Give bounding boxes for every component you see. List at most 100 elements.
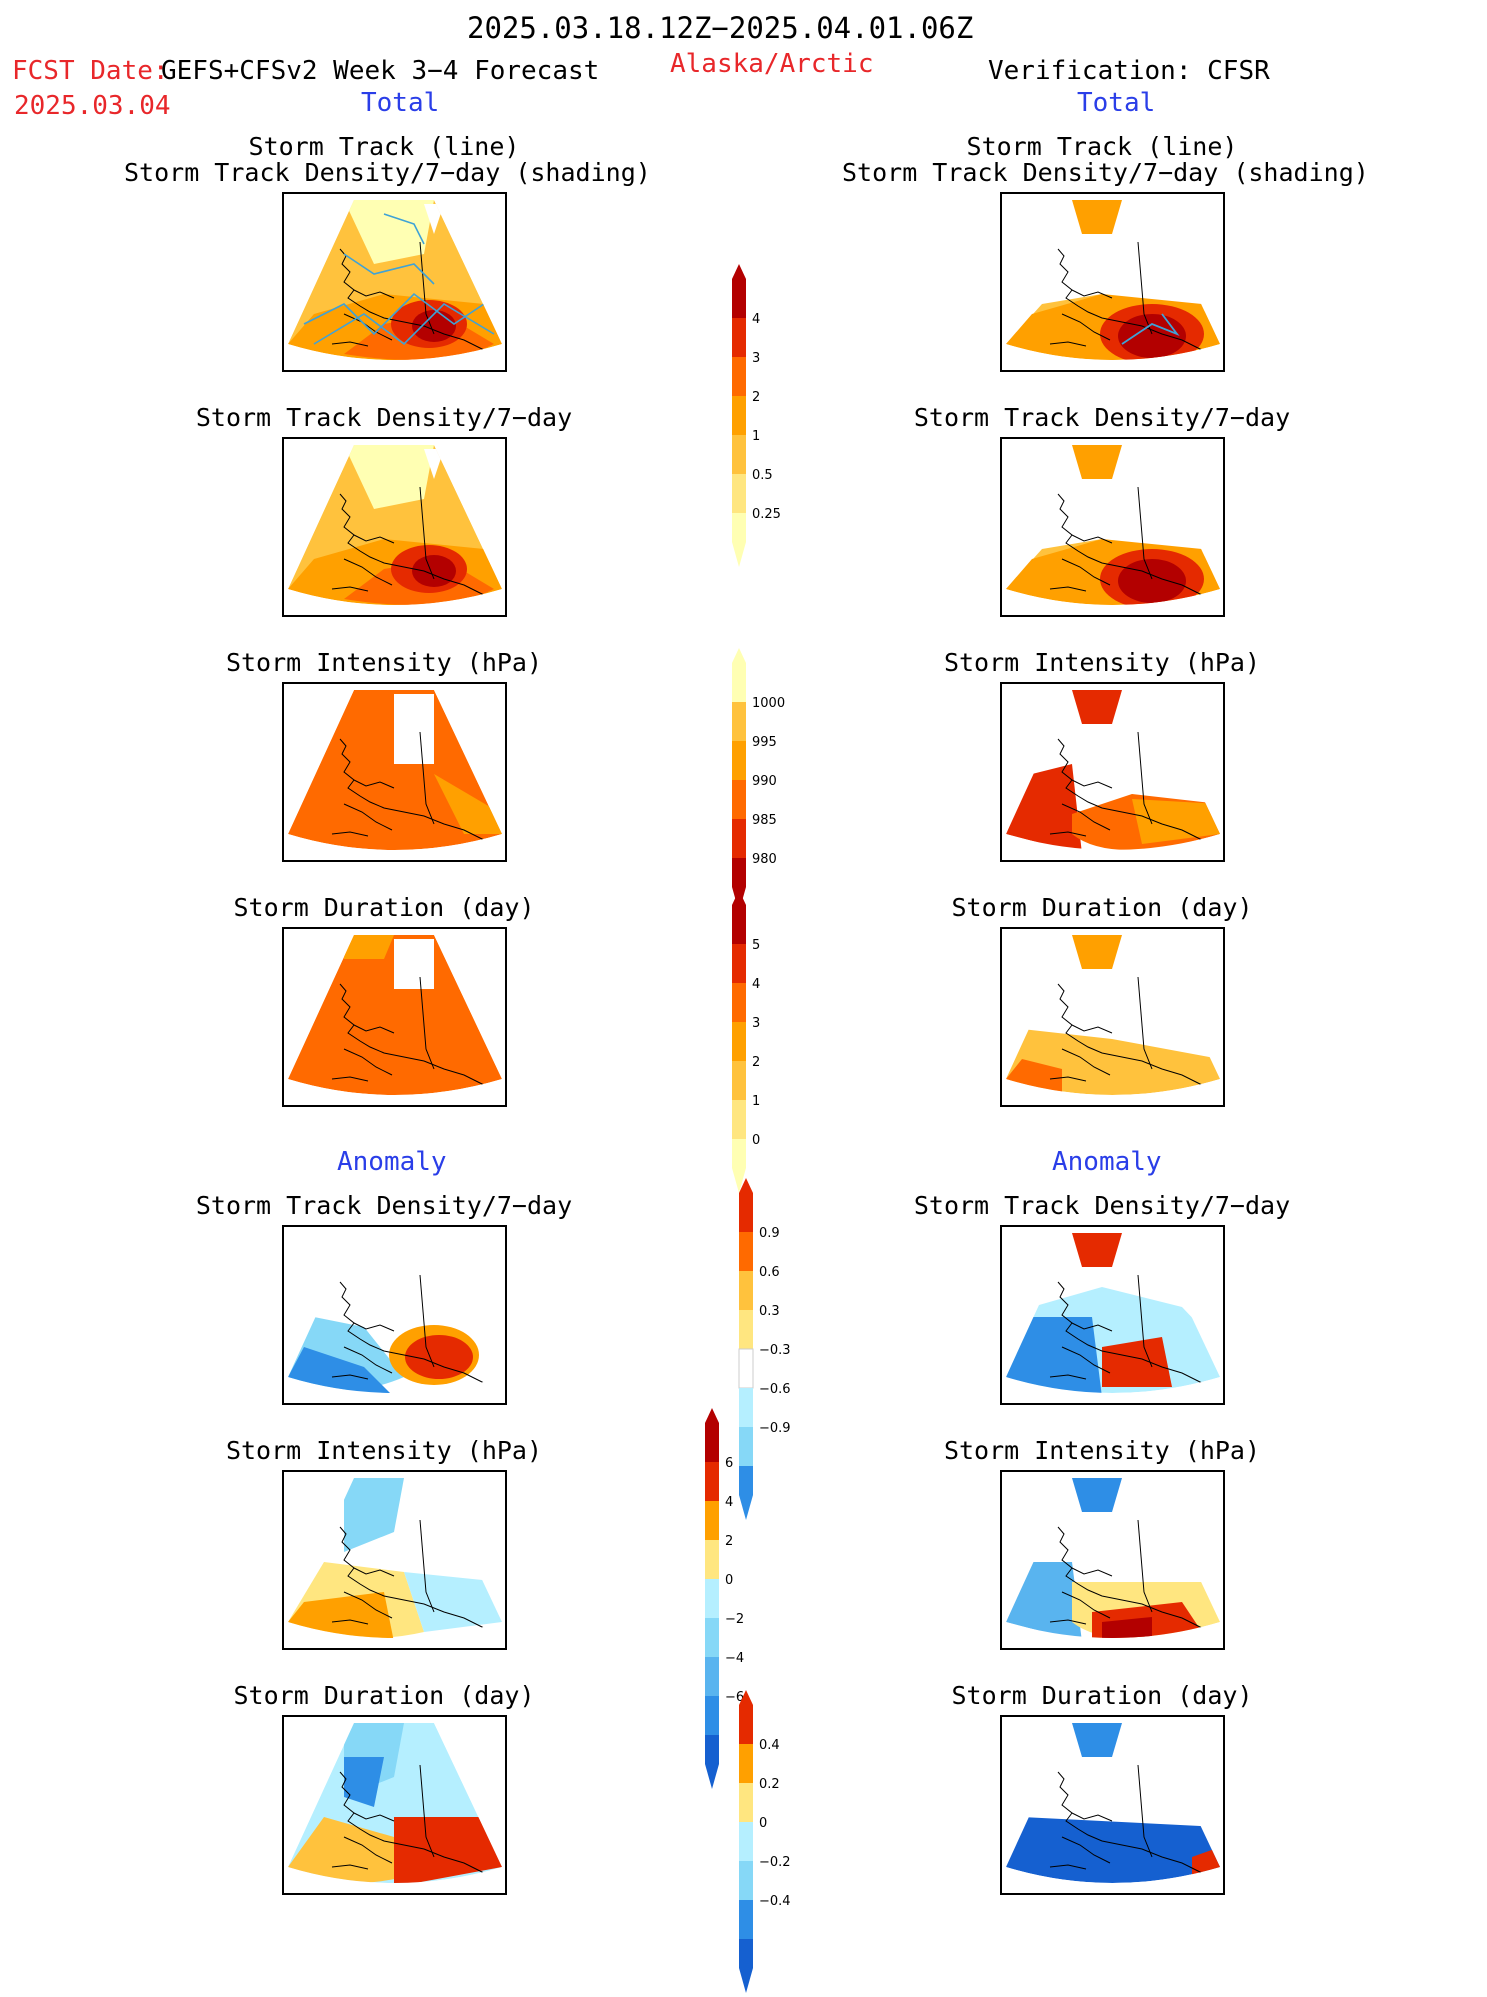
colorbar-tick-label: −0.2 — [759, 1855, 791, 1870]
colorbar-segment — [739, 1690, 753, 1744]
left-total-label: Total — [361, 88, 440, 118]
map-forecast-intensity — [282, 682, 507, 862]
map-forecast-duration — [282, 927, 507, 1107]
colorbar-tick-label: 0.6 — [759, 1265, 780, 1280]
map-verification-density-anomaly — [1000, 1225, 1225, 1405]
map-verification-intensity-anomaly — [1000, 1470, 1225, 1650]
colorbar-tick-label: −0.6 — [759, 1382, 791, 1397]
left-track-title-1: Storm Track (line) — [248, 132, 520, 161]
colorbar-segment — [732, 780, 746, 819]
verification-label: Verification: CFSR — [988, 56, 1270, 86]
colorbar-segment — [739, 1232, 753, 1271]
colorbar-segment — [705, 1735, 719, 1789]
colorbar-segment — [705, 1618, 719, 1657]
map-verification-duration — [1000, 927, 1225, 1107]
colorbar-segment — [739, 1466, 753, 1520]
colorbar-segment — [732, 264, 746, 318]
colorbar-segment — [739, 1744, 753, 1783]
left-anom-intensity-title: Storm Intensity (hPa) — [225, 1436, 543, 1465]
colorbar-tick-label: 1 — [752, 429, 760, 444]
colorbar-segment — [739, 1178, 753, 1232]
colorbar-tick-label: 0.25 — [752, 507, 781, 522]
colorbar-tick-label: 0 — [759, 1816, 767, 1831]
map-verification-duration-anomaly — [1000, 1715, 1225, 1895]
colorbar-segment — [705, 1540, 719, 1579]
colorbar-segment — [732, 702, 746, 741]
colorbar-segment — [732, 435, 746, 474]
colorbar-segment — [732, 357, 746, 396]
right-anom-density-title: Storm Track Density/7−day — [913, 1191, 1291, 1220]
right-density-title: Storm Track Density/7−day — [913, 403, 1291, 432]
colorbar-intensity-anomaly: 6 4 2 0 −2 −4 −6 — [695, 1408, 765, 1793]
right-total-label: Total — [1077, 88, 1156, 118]
colorbar-tick-label: 0.2 — [759, 1777, 780, 1792]
colorbar-segment — [732, 741, 746, 780]
map-verification-intensity — [1000, 682, 1225, 862]
colorbar-segment — [705, 1696, 719, 1735]
colorbar-tick-label: 985 — [752, 813, 777, 828]
colorbar-tick-label: 4 — [752, 977, 760, 992]
colorbar-density-anomaly: 0.9 0.6 0.3 −0.3 −0.6 −0.9 — [729, 1178, 799, 1524]
colorbar-segment — [739, 1271, 753, 1310]
colorbar-segment — [732, 1061, 746, 1100]
map-verification-track-density — [1000, 192, 1225, 372]
left-anom-duration-title: Storm Duration (day) — [233, 1681, 535, 1710]
colorbar-tick-label: 2 — [752, 1055, 760, 1070]
colorbar-duration-anomaly: 0.4 0.2 0 −0.2 −0.4 — [729, 1690, 799, 1997]
map-forecast-density-anomaly — [282, 1225, 507, 1405]
colorbar-tick-label: 0.4 — [759, 1738, 780, 1753]
colorbar-segment — [739, 1783, 753, 1822]
colorbar-segment — [732, 513, 746, 567]
map-verification-density — [1000, 437, 1225, 617]
right-anom-intensity-title: Storm Intensity (hPa) — [943, 1436, 1261, 1465]
colorbar-duration-total: 5 4 3 2 1 0 — [722, 890, 792, 1197]
left-anom-density-title: Storm Track Density/7−day — [195, 1191, 573, 1220]
right-track-title-2: Storm Track Density/7−day (shading) — [842, 158, 1369, 187]
colorbar-segment — [739, 1388, 753, 1427]
colorbar-tick-label: 1 — [752, 1094, 760, 1109]
left-anomaly-label: Anomaly — [337, 1147, 447, 1177]
colorbar-segment — [739, 1310, 753, 1349]
left-track-title-2: Storm Track Density/7−day (shading) — [124, 158, 651, 187]
model-name: GEFS+CFSv2 Week 3−4 Forecast — [161, 56, 600, 86]
colorbar-segment — [739, 1861, 753, 1900]
colorbar-tick-label: −0.4 — [759, 1894, 791, 1909]
colorbar-tick-label: 0.9 — [759, 1226, 780, 1241]
fcst-date: 2025.03.04 — [14, 91, 171, 121]
colorbar-tick-label: 0 — [725, 1573, 733, 1588]
region-title: Alaska/Arctic — [670, 49, 874, 79]
colorbar-tick-label: 0.3 — [759, 1304, 780, 1319]
right-duration-title: Storm Duration (day) — [951, 893, 1253, 922]
colorbar-tick-label: 3 — [752, 1016, 760, 1031]
colorbar-segment — [732, 890, 746, 944]
colorbar-tick-label: 6 — [725, 1456, 733, 1471]
right-anomaly-label: Anomaly — [1052, 1147, 1162, 1177]
colorbar-tick-label: 990 — [752, 774, 777, 789]
colorbar-tick-label: 2 — [752, 390, 760, 405]
fcst-date-label: FCST Date: — [12, 56, 169, 86]
colorbar-density-total: 4 3 2 1 0.5 0.25 — [722, 264, 792, 571]
colorbar-segment — [732, 819, 746, 858]
colorbar-segment — [732, 944, 746, 983]
colorbar-segment — [732, 1139, 746, 1193]
colorbar-tick-label: 4 — [752, 312, 760, 327]
right-anom-duration-title: Storm Duration (day) — [951, 1681, 1253, 1710]
colorbar-segment — [705, 1408, 719, 1462]
colorbar-segment — [732, 648, 746, 702]
colorbar-segment — [738, 1348, 754, 1389]
colorbar-tick-label: −2 — [725, 1612, 744, 1627]
colorbar-tick-label: 0.5 — [752, 468, 773, 483]
map-forecast-intensity-anomaly — [282, 1470, 507, 1650]
map-forecast-duration-anomaly — [282, 1715, 507, 1895]
colorbar-segment — [705, 1501, 719, 1540]
colorbar-tick-label: 2 — [725, 1534, 733, 1549]
colorbar-segment — [732, 474, 746, 513]
colorbar-segment — [739, 1900, 753, 1939]
colorbar-tick-label: −0.3 — [759, 1343, 791, 1358]
colorbar-tick-label: 1000 — [752, 696, 785, 711]
colorbar-intensity-total: 1000 995 990 985 980 — [722, 648, 792, 916]
colorbar-segment — [739, 1939, 753, 1993]
colorbar-segment — [705, 1462, 719, 1501]
left-density-title: Storm Track Density/7−day — [195, 403, 573, 432]
colorbar-segment — [732, 318, 746, 357]
